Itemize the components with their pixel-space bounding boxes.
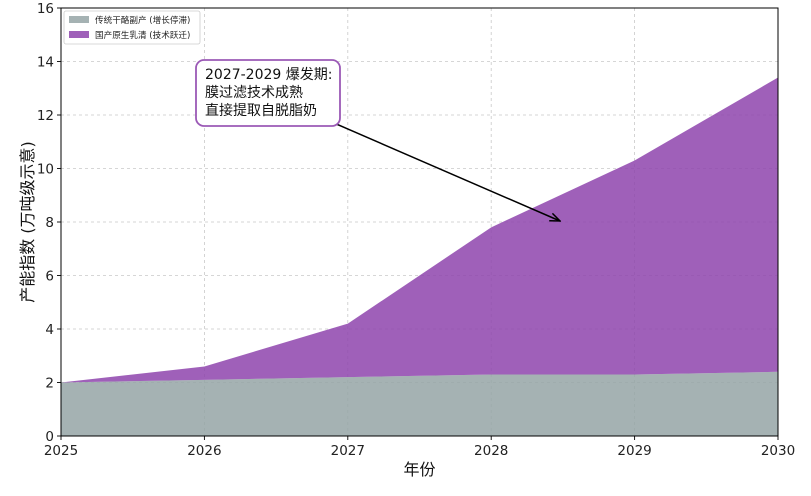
legend-label-domestic-whey: 国产原生乳清 (技术跃迁) [95,29,190,41]
y-tick-label: 4 [45,322,54,338]
x-tick-label: 2027 [331,443,365,459]
annotation-line-2: 膜过滤技术成熟 [205,85,303,101]
annotation-line-3: 直接提取自脱脂奶 [205,102,317,119]
x-tick-label: 2029 [617,443,651,459]
x-tick-label: 2025 [44,443,78,459]
legend-frame [63,10,201,45]
annotation-line-1: 2027-2029 爆发期: [205,67,332,83]
y-tick-label: 16 [37,1,54,17]
y-tick-label: 8 [45,215,54,231]
y-tick-label: 10 [37,162,54,178]
legend-swatch-traditional-byproduct [69,16,89,23]
y-tick-label: 6 [45,269,54,285]
x-tick-label: 2026 [187,443,221,459]
x-axis-ticks: 2025 2026 2027 2028 2029 2030 [44,436,795,459]
area-series-group [61,77,778,436]
legend: 传统干酪副产 (增长停滞) 国产原生乳清 (技术跃迁) [63,10,201,45]
annotation-arrow [333,122,560,221]
legend-swatch-domestic-whey [69,31,89,38]
y-tick-label: 0 [45,429,54,445]
y-tick-label: 12 [37,108,54,124]
y-tick-label: 14 [37,55,54,71]
x-axis-label: 年份 [403,460,435,479]
area-series-domestic-whey [61,77,778,383]
x-tick-label: 2030 [761,443,795,459]
y-axis-ticks: 0 2 4 6 8 10 12 14 16 [37,1,61,445]
area-series-traditional-byproduct [61,371,778,436]
annotation: 2027-2029 爆发期: 膜过滤技术成熟 直接提取自脱脂奶 [195,59,560,221]
annotation-box [195,59,341,127]
x-tick-label: 2028 [474,443,508,459]
legend-label-traditional-byproduct: 传统干酪副产 (增长停滞) [95,14,190,26]
y-tick-label: 2 [45,376,54,392]
y-axis-label: 产能指数 (万吨级示意) [18,141,37,303]
